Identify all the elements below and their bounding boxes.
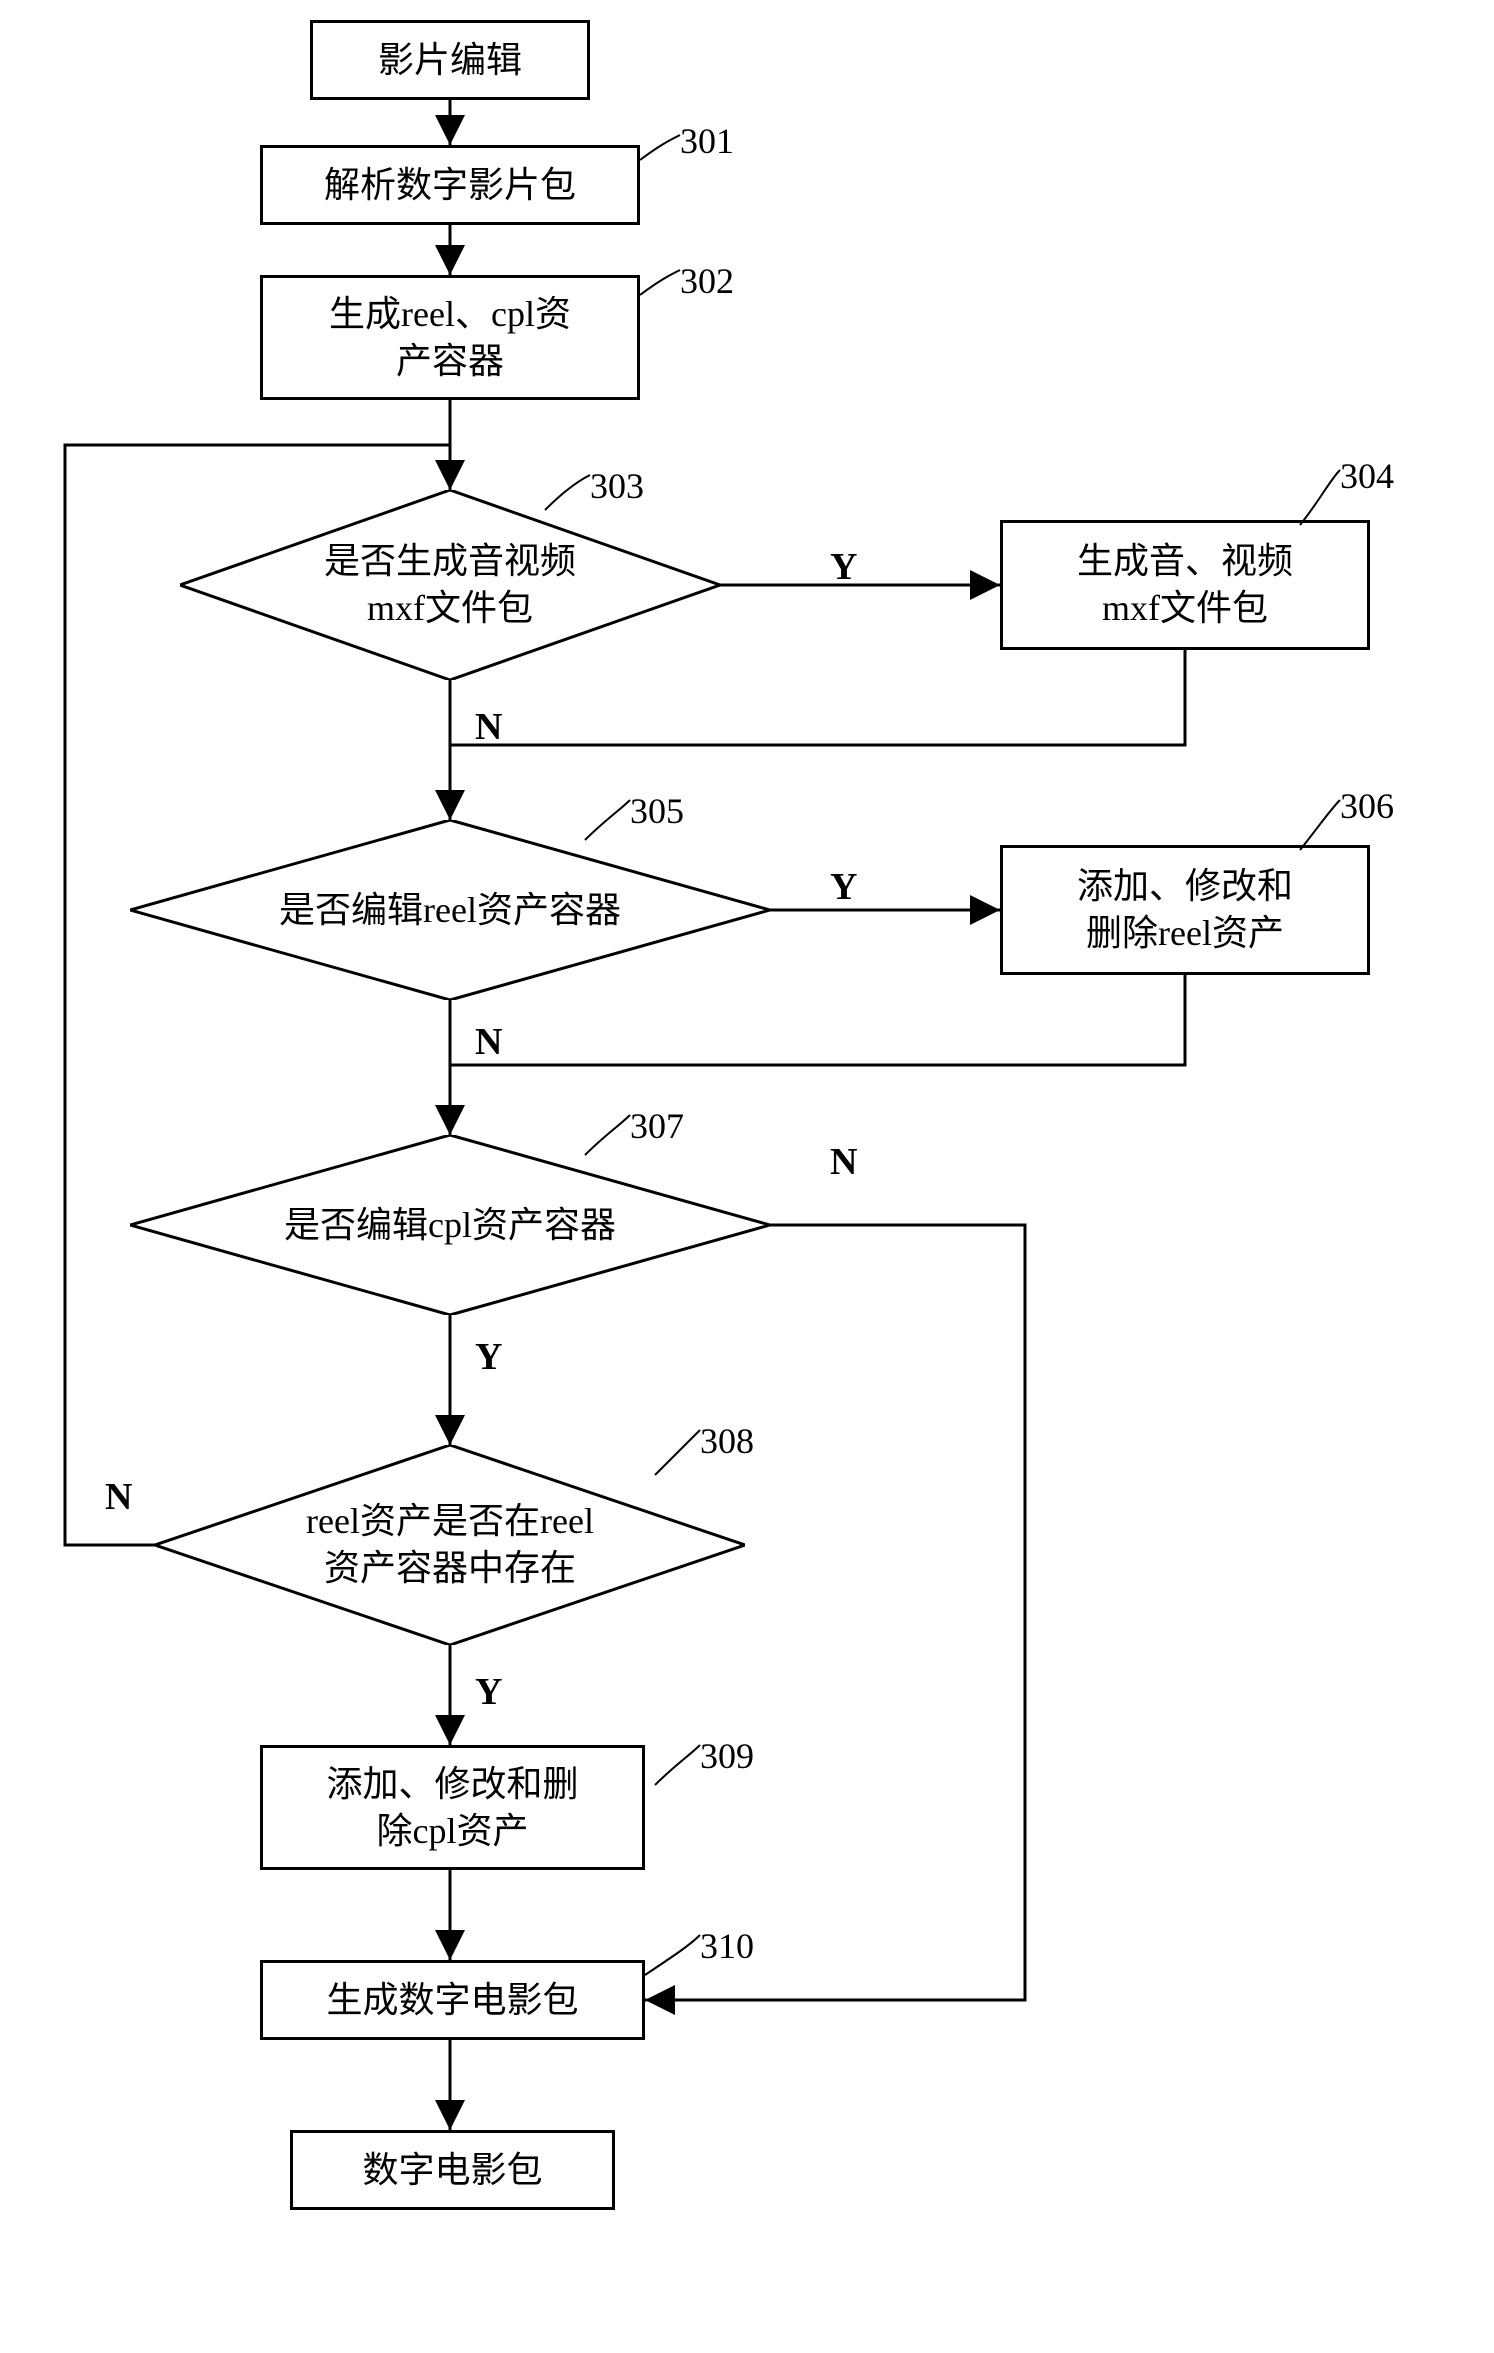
flowchart-edges xyxy=(0,0,1494,2353)
node-307-text: 是否编辑cpl资产容器 xyxy=(284,1202,616,1249)
node-303-text: 是否生成音视频 mxf文件包 xyxy=(324,538,576,632)
node-308-text: reel资产是否在reel 资产容器中存在 xyxy=(306,1498,594,1592)
node-305-text: 是否编辑reel资产容器 xyxy=(279,887,621,934)
